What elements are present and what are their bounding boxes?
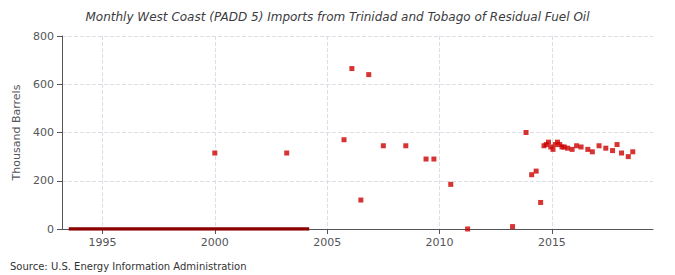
svg-text:0: 0 [47, 223, 54, 236]
svg-text:2015: 2015 [538, 236, 566, 249]
svg-text:600: 600 [33, 78, 54, 91]
svg-text:800: 800 [33, 30, 54, 43]
svg-text:1995: 1995 [88, 236, 116, 249]
svg-text:200: 200 [33, 174, 54, 187]
svg-text:Monthly West Coast (PADD 5) Im: Monthly West Coast (PADD 5) Imports from… [86, 10, 591, 24]
svg-text:Thousand Barrels: Thousand Barrels [10, 84, 23, 181]
svg-text:2005: 2005 [313, 236, 341, 249]
svg-text:2010: 2010 [426, 236, 454, 249]
svg-text:2000: 2000 [201, 236, 229, 249]
svg-text:400: 400 [33, 126, 54, 139]
svg-text:Source: U.S. Energy Informatio: Source: U.S. Energy Information Administ… [10, 261, 247, 272]
